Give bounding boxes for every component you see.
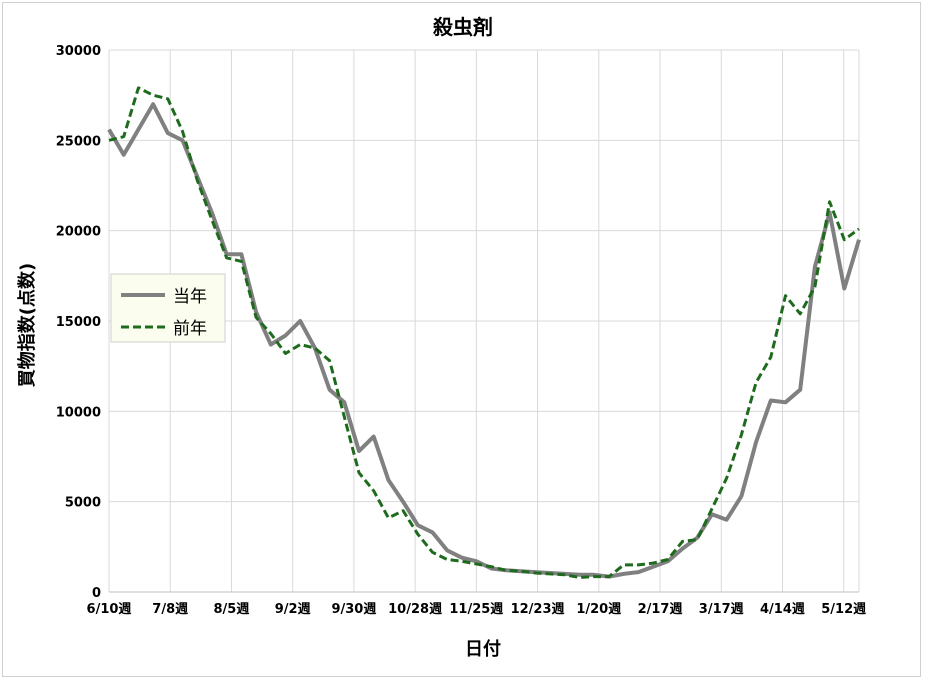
y-tick-label: 0 [92, 586, 101, 601]
y-axis-label: 買物指数(点数) [16, 263, 38, 387]
legend-box [110, 273, 226, 343]
x-tick-label: 6/10週 [87, 602, 132, 617]
series-line-current-year [107, 102, 861, 579]
legend-label-current: 当年 [173, 287, 207, 307]
series-line-previous-year [108, 86, 860, 579]
legend: 当年 前年 [110, 273, 226, 343]
x-tick-label: 1/20週 [576, 602, 621, 617]
legend-label-previous: 前年 [173, 319, 207, 339]
y-tick-label: 20000 [56, 225, 101, 240]
x-tick-label: 12/23週 [511, 602, 565, 617]
x-tick-label: 2/17週 [638, 602, 683, 617]
line-chart: 殺虫剤 0 5000 10000 15000 20000 25000 30000 6/10週… [16, 15, 866, 660]
y-tick-label: 15000 [56, 315, 101, 330]
x-tick-label: 4/14週 [760, 602, 805, 617]
x-tick-label: 9/30週 [331, 602, 376, 617]
x-tick-label: 3/17週 [699, 602, 744, 617]
x-tick-label: 7/8週 [152, 602, 188, 617]
x-tick-label: 5/12週 [821, 602, 866, 617]
chart-title: 殺虫剤 [432, 15, 493, 39]
y-tick-label: 30000 [56, 44, 101, 59]
x-tick-label: 10/28週 [388, 602, 442, 617]
x-tick-label: 8/5週 [214, 602, 250, 617]
x-tick-label: 11/25週 [449, 602, 503, 617]
x-axis-label: 日付 [465, 638, 501, 660]
y-tick-label: 5000 [65, 496, 101, 511]
x-tick-label: 9/2週 [275, 602, 311, 617]
y-tick-label: 25000 [56, 134, 101, 149]
y-tick-label: 10000 [56, 405, 101, 420]
